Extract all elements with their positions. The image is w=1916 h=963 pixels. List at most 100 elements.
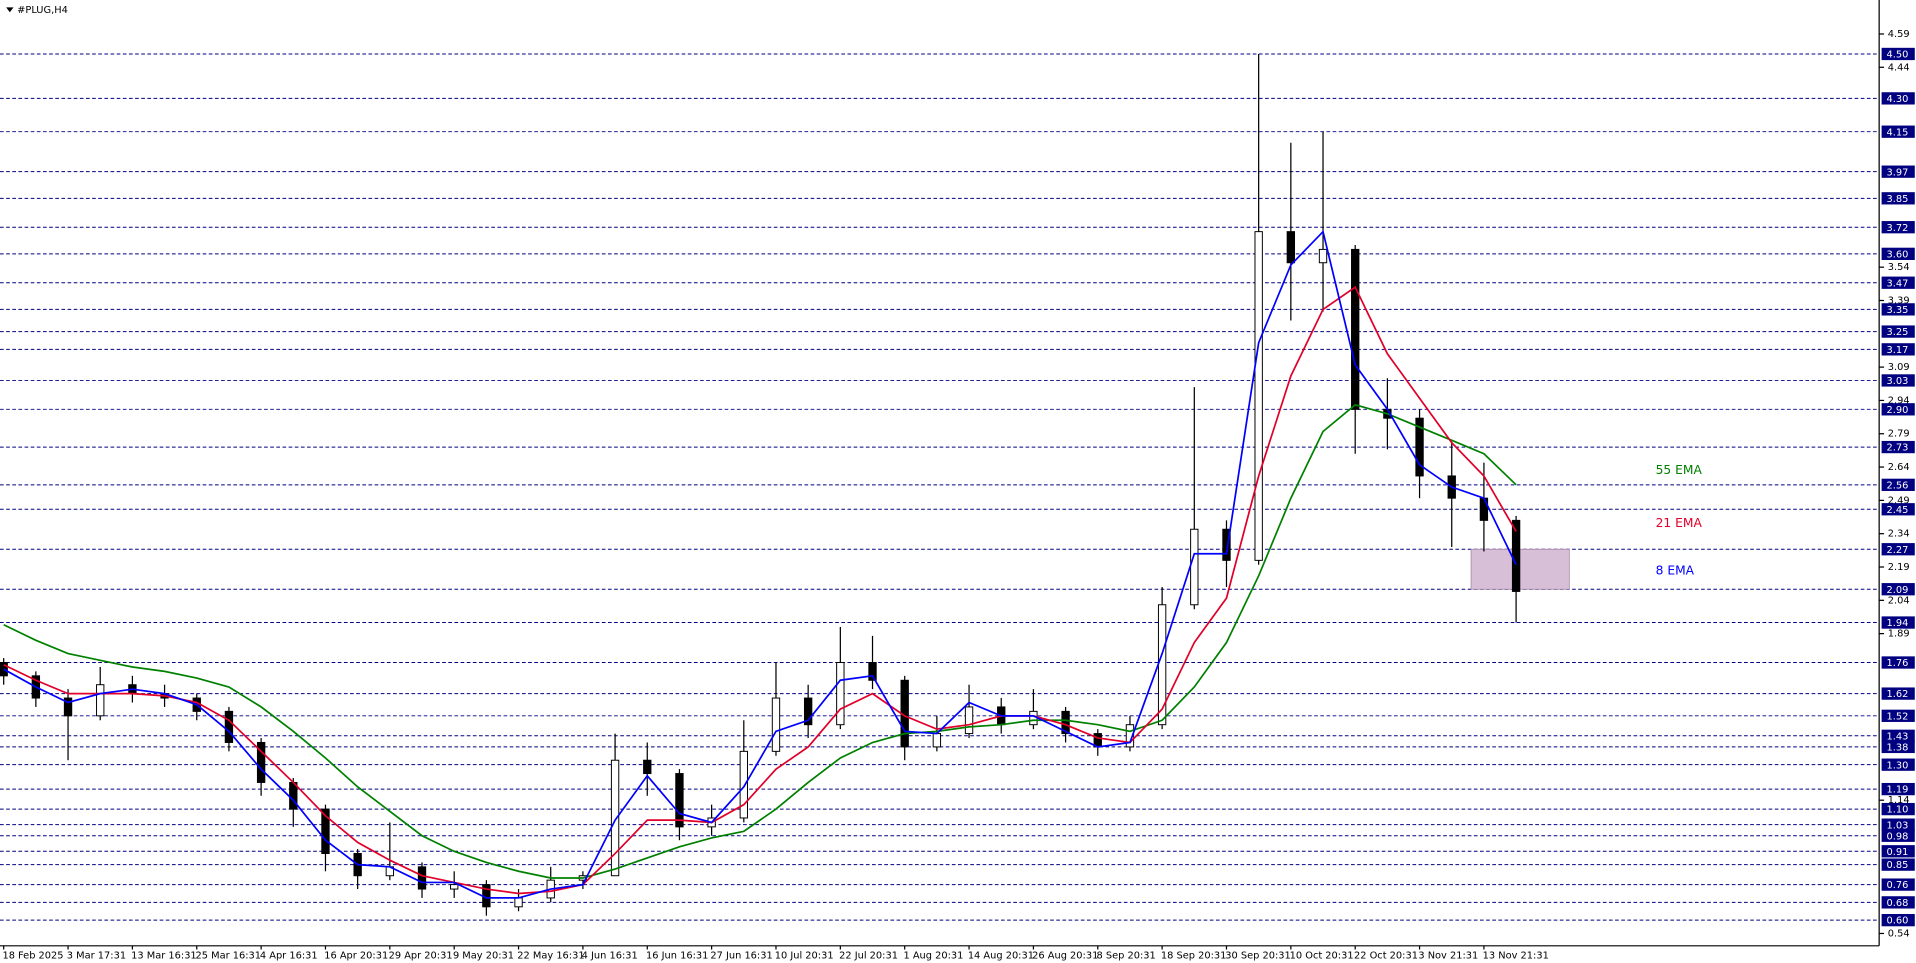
- level-label-bg: [1881, 125, 1915, 138]
- level-label: 2.45: [1887, 505, 1909, 516]
- level-label: 4.15: [1887, 127, 1909, 138]
- y-tick-label: 1.89: [1888, 629, 1910, 640]
- menu-arrow[interactable]: [6, 7, 14, 13]
- candle-body: [739, 750, 748, 819]
- level-label-bg: [1881, 616, 1915, 629]
- ema-line: [3, 285, 1517, 895]
- y-tick-label: 2.94: [1888, 395, 1910, 406]
- x-tick-label: 14 Aug 20:31: [968, 951, 1034, 962]
- level-label-bg: [1881, 343, 1915, 356]
- level-label: 1.30: [1887, 760, 1909, 771]
- candle-body: [1157, 604, 1167, 726]
- chart-title: #PLUG,H4: [17, 5, 68, 16]
- level-label-bg: [1881, 858, 1915, 871]
- level-label-bg: [1881, 729, 1915, 742]
- x-tick-label: 22 Jul 20:31: [839, 951, 898, 962]
- x-tick-label: 13 Nov 21:31: [1483, 951, 1549, 962]
- level-label: 0.76: [1887, 880, 1909, 891]
- level-label: 3.25: [1887, 327, 1909, 338]
- candle-body: [610, 759, 620, 877]
- y-tick-label: 1.14: [1888, 795, 1910, 806]
- candle-body: [1479, 497, 1489, 521]
- level-label-bg: [1881, 845, 1915, 858]
- level-label: 1.19: [1887, 785, 1909, 796]
- candle-body: [1190, 528, 1199, 606]
- x-tick-label: 25 Mar 16:31: [196, 951, 262, 962]
- level-label: 3.47: [1887, 278, 1909, 289]
- level-label-bg: [1881, 543, 1915, 556]
- x-tick-label: 10 Jul 20:31: [775, 951, 834, 962]
- x-tick-label: 13 Mar 16:31: [131, 951, 197, 962]
- ema-line: [3, 229, 1517, 899]
- level-label: 0.98: [1887, 831, 1909, 842]
- candle-body: [256, 741, 266, 783]
- x-tick-label: 10 Oct 20:31: [1290, 951, 1354, 962]
- level-label-bg: [1881, 478, 1915, 491]
- level-label-bg: [1881, 656, 1915, 669]
- level-label: 1.76: [1887, 658, 1909, 669]
- y-tick-label: 2.49: [1888, 495, 1910, 506]
- level-label: 0.91: [1887, 847, 1909, 858]
- y-tick-label: 4.59: [1888, 29, 1910, 40]
- level-label: 3.97: [1887, 167, 1909, 178]
- ema-label: 8 EMA: [1656, 564, 1695, 578]
- level-label: 0.68: [1887, 898, 1909, 909]
- x-tick-label: 1 Aug 20:31: [903, 951, 963, 962]
- level-label: 2.90: [1887, 405, 1909, 416]
- level-label: 1.43: [1887, 731, 1909, 742]
- x-tick-label: 22 Oct 20:31: [1354, 951, 1418, 962]
- candle-body: [932, 733, 942, 748]
- x-tick-label: 18 Feb 2025: [2, 951, 63, 962]
- level-label-bg: [1881, 687, 1915, 700]
- level-label-bg: [1881, 583, 1915, 596]
- level-label-bg: [1881, 829, 1915, 842]
- level-label: 1.03: [1887, 820, 1909, 831]
- candle-body: [224, 710, 234, 743]
- level-label: 2.73: [1887, 443, 1909, 454]
- level-label-bg: [1881, 818, 1915, 831]
- candle-body: [868, 662, 877, 681]
- level-label-bg: [1881, 878, 1915, 891]
- candle-body: [289, 781, 298, 810]
- candle-body: [803, 697, 813, 726]
- level-label-bg: [1881, 276, 1915, 289]
- x-tick-label: 4 Apr 16:31: [260, 951, 318, 962]
- candle-body: [1415, 417, 1424, 477]
- level-label: 1.62: [1887, 689, 1909, 700]
- candle-body: [836, 662, 845, 726]
- level-label-bg: [1881, 914, 1915, 927]
- y-tick-label: 3.09: [1888, 362, 1910, 373]
- x-tick-label: 18 Sep 20:31: [1161, 951, 1226, 962]
- x-tick-label: 26 Aug 20:31: [1032, 951, 1098, 962]
- level-label: 3.17: [1887, 345, 1909, 356]
- x-tick-label: 30 Sep 20:31: [1225, 951, 1290, 962]
- level-label: 1.94: [1887, 618, 1909, 629]
- candle-body: [964, 706, 974, 735]
- level-label-bg: [1881, 47, 1915, 61]
- candle-body: [63, 697, 73, 717]
- level-label: 2.27: [1887, 545, 1909, 556]
- ema-label: 55 EMA: [1656, 463, 1703, 477]
- y-tick-label: 3.39: [1888, 295, 1910, 306]
- x-tick-label: 9 May 20:31: [453, 951, 514, 962]
- level-label-bg: [1881, 374, 1915, 387]
- x-tick-label: 16 Apr 20:31: [324, 951, 388, 962]
- level-label: 2.09: [1887, 585, 1909, 596]
- y-tick-label: 2.04: [1888, 595, 1910, 606]
- y-tick-label: 0.54: [1888, 928, 1910, 939]
- x-tick-label: 29 Apr 20:31: [389, 951, 453, 962]
- level-label-bg: [1881, 221, 1915, 234]
- level-label: 3.60: [1887, 249, 1909, 260]
- level-label-bg: [1881, 740, 1915, 754]
- level-label-bg: [1881, 325, 1915, 338]
- level-label-bg: [1881, 709, 1915, 722]
- level-label-bg: [1881, 503, 1915, 516]
- x-tick-label: 27 Jun 16:31: [710, 951, 772, 962]
- level-label: 3.72: [1887, 223, 1909, 234]
- level-label-bg: [1881, 896, 1915, 909]
- level-label-bg: [1881, 303, 1915, 316]
- candle-body: [1318, 248, 1328, 264]
- level-label: 1.10: [1887, 805, 1909, 816]
- candle-body: [1286, 231, 1296, 264]
